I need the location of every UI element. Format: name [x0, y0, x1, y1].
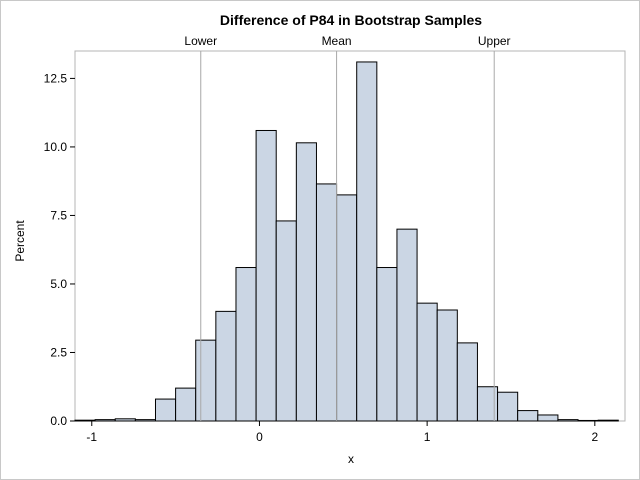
x-axis-label: x — [348, 452, 354, 466]
histogram-bar — [275, 220, 297, 422]
histogram-bar — [416, 302, 438, 422]
histogram-bar — [175, 387, 197, 422]
histogram-bars — [74, 61, 619, 422]
histogram-bar — [376, 267, 398, 422]
histogram-bar — [336, 194, 358, 422]
histogram-bar — [557, 419, 579, 422]
reference-label-upper: Upper — [478, 34, 511, 48]
y-axis: 0.0 2.5 5.0 7.5 10.0 12.5 — [44, 71, 75, 428]
histogram-bar — [235, 267, 257, 422]
x-tick-label: -1 — [86, 430, 97, 444]
y-tick-label: 7.5 — [50, 208, 67, 222]
histogram-bar — [436, 309, 458, 422]
histogram-bar — [497, 391, 519, 422]
x-axis: -1 0 1 2 — [86, 421, 598, 444]
histogram-bar — [74, 419, 96, 422]
histogram-bar — [315, 183, 338, 422]
histogram-bar — [456, 342, 478, 422]
y-tick-label: 12.5 — [44, 71, 68, 85]
histogram-bar — [195, 339, 217, 422]
y-tick-label: 5.0 — [50, 277, 67, 291]
reference-label-lower: Lower — [184, 34, 217, 48]
histogram-bar — [537, 414, 559, 422]
histogram-bar — [215, 310, 237, 422]
y-axis-label: Percent — [13, 220, 27, 262]
y-tick-label: 10.0 — [44, 140, 68, 154]
reference-lines: Lower Mean Upper — [184, 34, 511, 421]
histogram-bar — [597, 419, 619, 422]
histogram-bar — [255, 129, 277, 422]
histogram-bar — [295, 142, 317, 422]
y-tick-label: 2.5 — [50, 345, 67, 359]
histogram-bar — [577, 419, 599, 422]
x-tick-label: 1 — [424, 430, 431, 444]
histogram-bar — [134, 419, 156, 422]
y-tick-label: 0.0 — [50, 414, 67, 428]
histogram-bar — [154, 398, 177, 422]
x-tick-label: 2 — [591, 430, 598, 444]
x-tick-label: 0 — [256, 430, 263, 444]
chart-title: Difference of P84 in Bootstrap Samples — [220, 12, 482, 28]
reference-label-mean: Mean — [322, 34, 352, 48]
histogram-bar — [94, 419, 116, 422]
histogram-bar — [114, 418, 136, 422]
histogram-bar — [356, 61, 378, 422]
histogram-bar — [396, 228, 418, 422]
histogram-bar — [517, 410, 539, 422]
